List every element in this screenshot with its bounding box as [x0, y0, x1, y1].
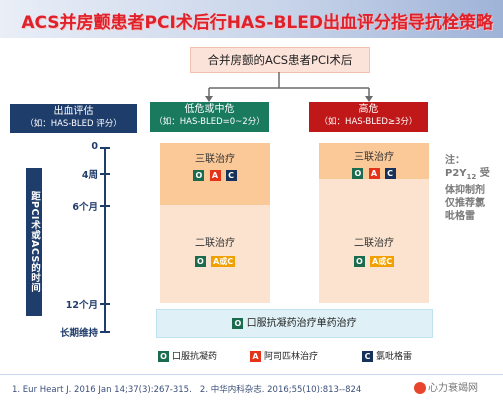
high-risk-title: 高危 — [358, 104, 379, 115]
patient-group-box: 合并房颤的ACS患者PCI术后 — [190, 47, 370, 73]
tick-mark — [100, 205, 110, 207]
tick-mark — [100, 331, 110, 333]
time-axis-line — [104, 147, 106, 333]
low-dual-label: 二联治疗 — [195, 238, 235, 249]
page-title: ACS并房颤患者PCI术后行HAS-BLED出血评分指导抗栓策略 — [21, 13, 493, 33]
low-risk-header: 低危或中危 （如：HAS-BLED=0~2分） — [150, 102, 269, 132]
legend-item-aspirin: A 阿司匹林治疗 — [250, 349, 318, 362]
oral-anticoagulant-badge: O — [353, 256, 365, 267]
aspirin-or-clopidogrel-badge: A或C — [370, 256, 395, 267]
reference-2: 2. 中华内科杂志. 2016;55(10):813--824 — [199, 385, 362, 395]
legend-item-oac: O 口服抗凝药 — [158, 349, 217, 362]
reference-1: 1. Eur Heart J. 2016 Jan 14;37(3):267-31… — [12, 385, 192, 395]
legend-label: 阿司匹林治疗 — [264, 352, 319, 362]
legend-item-clopidogrel: C 氯吡格雷 — [362, 349, 412, 362]
oral-anticoagulant-badge: O — [158, 351, 169, 362]
tick-label-4w: 4周 — [81, 170, 98, 181]
low-risk-title: 低危或中危 — [184, 104, 235, 115]
p2y12-note: 注： P2Y12 受 体抑制剂 仅推荐氯 吡格雷 — [445, 154, 499, 223]
legend-label: 氯吡格雷 — [376, 352, 413, 362]
aspirin-or-clopidogrel-badge: A或C — [211, 256, 236, 267]
note-line-2: P2Y12 受 — [445, 168, 490, 181]
aspirin-badge: A — [209, 170, 221, 181]
oral-anticoagulant-badge: O — [194, 256, 206, 267]
watermark: 心力衰竭网 — [414, 379, 478, 394]
high-risk-sub: （如：HAS-BLED≥3分） — [319, 117, 418, 127]
low-risk-sub: （如：HAS-BLED=0~2分） — [154, 117, 265, 127]
low-dual-badges: O A或C — [160, 251, 270, 270]
high-risk-header: 高危 （如：HAS-BLED≥3分） — [309, 102, 428, 132]
heart-logo-icon — [414, 382, 426, 394]
bleeding-assessment-sub: （如：HAS-BLED 评分） — [25, 119, 122, 129]
tick-label-longterm: 长期维持 — [59, 328, 98, 339]
oral-anticoagulant-badge: O — [352, 168, 364, 179]
note-line-3: 体抑制剂 — [445, 185, 485, 196]
clopidogrel-badge: C — [362, 351, 373, 362]
high-dual-label: 二联治疗 — [354, 238, 394, 249]
high-dual-therapy-block — [319, 179, 429, 303]
long-term-monotherapy-text: 口服抗凝药治疗单药治疗 — [246, 318, 357, 329]
divider — [0, 374, 503, 375]
high-triple-label: 三联治疗 — [354, 152, 394, 163]
bleeding-assessment-header: 出血评估 （如：HAS-BLED 评分） — [10, 104, 137, 133]
aspirin-badge: A — [250, 351, 261, 362]
clopidogrel-badge: C — [225, 170, 237, 181]
tick-label-6m: 6个月 — [72, 202, 98, 213]
note-line-5: 吡格雷 — [445, 211, 475, 222]
legend-label: 口服抗凝药 — [172, 352, 218, 362]
low-dual-therapy-block — [160, 205, 270, 303]
clopidogrel-badge: C — [384, 168, 396, 179]
oral-anticoagulant-badge: O — [232, 317, 244, 329]
time-axis-label: 距PCI术或ACS的时间 — [26, 168, 42, 316]
low-triple-badges: O A C — [160, 165, 270, 184]
references: 1. Eur Heart J. 2016 Jan 14;37(3):267-31… — [12, 383, 361, 395]
long-term-monotherapy-bar: O 口服抗凝药治疗单药治疗 — [156, 309, 433, 338]
watermark-text: 心力衰竭网 — [428, 383, 478, 394]
high-dual-badges: O A或C — [319, 251, 429, 270]
title-bar — [0, 0, 503, 38]
tick-label-12m: 12个月 — [65, 300, 98, 311]
tick-label-0: 0 — [91, 141, 98, 152]
tick-mark — [100, 173, 110, 175]
aspirin-badge: A — [368, 168, 380, 179]
tick-mark — [100, 147, 110, 149]
bleeding-assessment-title: 出血评估 — [53, 106, 94, 117]
tick-mark — [100, 303, 110, 305]
note-line-1: 注： — [445, 155, 465, 166]
note-line-4: 仅推荐氯 — [445, 198, 485, 209]
oral-anticoagulant-badge: O — [193, 170, 205, 181]
high-triple-badges: O A C — [319, 163, 429, 182]
low-triple-label: 三联治疗 — [195, 154, 235, 165]
